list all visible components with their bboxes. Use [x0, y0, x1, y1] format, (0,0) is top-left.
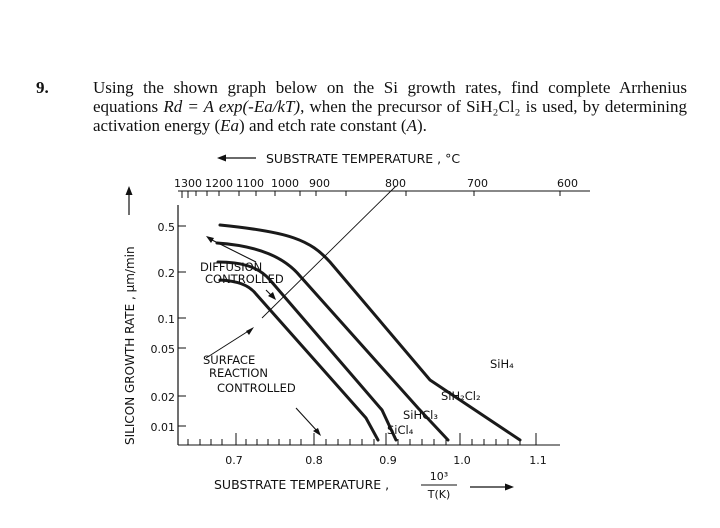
curve-sih2cl2 — [215, 241, 450, 442]
y-tick-label: 0.5 — [158, 221, 176, 234]
top-axis-title: SUBSTRATE TEMPERATURE , °C — [266, 151, 460, 166]
x-tick-label: 0.8 — [305, 454, 323, 467]
y-tick-label: 0.05 — [151, 343, 176, 356]
top-tick-label: 800 — [385, 177, 406, 190]
series-label-sih4: SiH₄ — [490, 357, 514, 371]
x-axis-unit-denominator: T(K) — [427, 488, 451, 501]
diffusion-label-line1: DIFFUSION — [200, 260, 262, 274]
x-tick-label: 0.9 — [379, 454, 397, 467]
arrow-head — [206, 236, 214, 243]
y-tick-label: 0.1 — [158, 313, 176, 326]
y-tick-label: 0.2 — [158, 267, 176, 280]
question-number: 9. — [36, 78, 49, 97]
x-axis-unit-numerator: 10³ — [430, 470, 448, 483]
surface-label-line3: CONTROLLED — [217, 381, 296, 395]
question-line-1: Using the shown graph below on the Si gr… — [93, 78, 687, 97]
arrhenius-equation: Rd = A exp(-Ea/kT) — [163, 97, 301, 116]
arrow-head — [246, 327, 254, 335]
arrow-head — [268, 292, 276, 300]
curve-sihcl3 — [216, 260, 398, 442]
x-tick-label: 1.0 — [453, 454, 471, 467]
question-text: Using the shown graph below on the Si gr… — [93, 78, 687, 135]
question-line-3-start: determining activation energy ( — [93, 97, 688, 135]
question-line-2-start: equations — [93, 97, 164, 116]
top-tick-label: 700 — [467, 177, 488, 190]
question-line-3-mid: ) and etch rate constant ( — [239, 116, 407, 135]
question-line-3-end: ). — [416, 116, 427, 135]
x-tick-label: 0.7 — [225, 454, 243, 467]
x-tick-label: 1.1 — [529, 454, 547, 467]
top-tick-label: 1000 — [271, 177, 299, 190]
activation-energy-symbol: Ea — [220, 116, 240, 135]
y-tick-label: 0.01 — [151, 421, 176, 434]
top-tick-label: 600 — [557, 177, 578, 190]
question-line-2-end: , when the precursor of SiH₂Cl₂ is used,… — [300, 97, 600, 116]
top-tick-label: 1100 — [236, 177, 264, 190]
series-label-sih2cl2: SiH₂Cl₂ — [441, 389, 481, 403]
top-tick-label: 1200 — [205, 177, 233, 190]
y-axis-title: SILICON GROWTH RATE , μm/min — [123, 246, 137, 445]
surface-label-line2: REACTION — [209, 366, 268, 380]
diffusion-label-line2: CONTROLLED — [205, 272, 284, 286]
series-label-sihcl3: SiHCl₃ — [403, 408, 438, 422]
series-label-sicl4: SiCl₄ — [387, 423, 414, 437]
y-tick-label: 0.02 — [151, 391, 176, 404]
top-tick-label: 1300 — [174, 177, 202, 190]
curve-sicl4 — [218, 278, 380, 442]
surface-label-line1: SURFACE — [203, 353, 255, 367]
arrow-head — [313, 428, 321, 436]
curve-sih4 — [218, 223, 522, 442]
rate-constant-symbol: A — [406, 116, 417, 135]
boundary-line — [261, 185, 397, 319]
top-tick-label: 900 — [309, 177, 330, 190]
x-axis-title: SUBSTRATE TEMPERATURE , — [214, 477, 389, 492]
